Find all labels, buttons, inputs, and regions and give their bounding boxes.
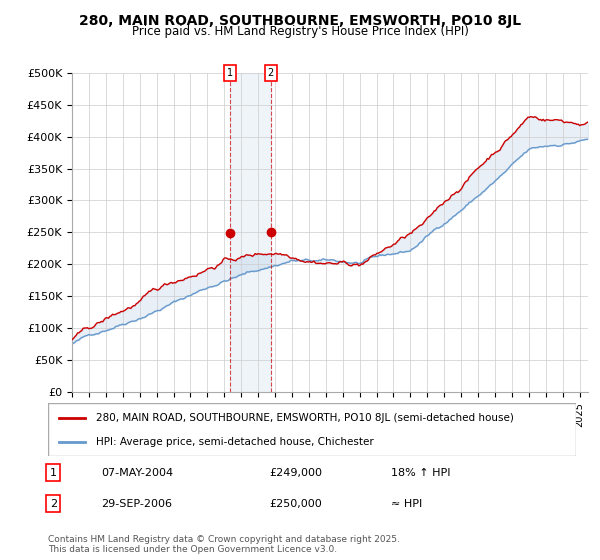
Text: 18% ↑ HPI: 18% ↑ HPI	[391, 468, 451, 478]
Text: 07-MAY-2004: 07-MAY-2004	[101, 468, 173, 478]
Text: 1: 1	[50, 468, 57, 478]
Text: 2: 2	[50, 498, 57, 508]
FancyBboxPatch shape	[48, 403, 576, 456]
Text: Contains HM Land Registry data © Crown copyright and database right 2025.
This d: Contains HM Land Registry data © Crown c…	[48, 535, 400, 554]
Text: £249,000: £249,000	[270, 468, 323, 478]
Text: Price paid vs. HM Land Registry's House Price Index (HPI): Price paid vs. HM Land Registry's House …	[131, 25, 469, 38]
Bar	[230, 73, 271, 392]
Text: 280, MAIN ROAD, SOUTHBOURNE, EMSWORTH, PO10 8JL (semi-detached house): 280, MAIN ROAD, SOUTHBOURNE, EMSWORTH, P…	[95, 413, 514, 423]
Text: HPI: Average price, semi-detached house, Chichester: HPI: Average price, semi-detached house,…	[95, 436, 373, 446]
Text: 1: 1	[227, 68, 233, 78]
Text: 29-SEP-2006: 29-SEP-2006	[101, 498, 172, 508]
Text: 2: 2	[268, 68, 274, 78]
Text: 280, MAIN ROAD, SOUTHBOURNE, EMSWORTH, PO10 8JL: 280, MAIN ROAD, SOUTHBOURNE, EMSWORTH, P…	[79, 14, 521, 28]
Text: £250,000: £250,000	[270, 498, 323, 508]
Text: ≈ HPI: ≈ HPI	[391, 498, 422, 508]
